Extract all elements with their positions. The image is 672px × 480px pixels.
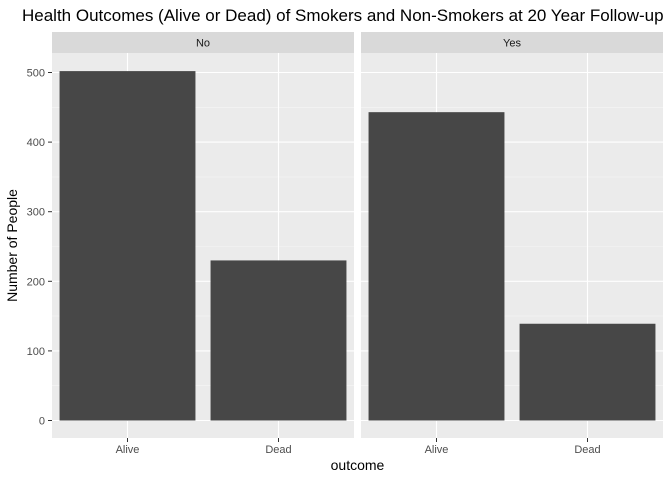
facet-strip [361,32,663,53]
panels-layer: No Yes [52,32,663,438]
facet-strip-label: No [196,38,210,50]
y-tick-label: 0 [39,416,45,428]
x-tick-label: Alive [116,444,140,456]
bar-no-alive [59,71,196,421]
bar-no-dead [210,260,347,421]
x-tick-label: Alive [425,444,449,456]
facet-panel-yes: Yes [361,32,663,438]
bar-yes-dead [519,323,656,421]
x-axis: Alive Dead Alive Dead [116,438,601,456]
x-tick-label: Dead [574,444,600,456]
bar-yes-alive [368,112,505,421]
y-tick-label: 300 [27,207,45,219]
y-tick-label: 100 [27,346,45,358]
facet-panel-no: No [52,32,354,438]
x-axis-title: outcome [331,457,385,473]
y-tick-label: 400 [27,137,45,149]
facet-strip [52,32,354,53]
chart-title: Health Outcomes (Alive or Dead) of Smoke… [22,6,664,25]
x-tick-label: Dead [265,444,291,456]
facet-strip-label: Yes [503,38,521,50]
y-tick-label: 200 [27,276,45,288]
y-axis-title: Number of People [4,189,20,302]
y-axis: 0 100 200 300 400 500 [27,68,52,428]
y-tick-label: 500 [27,68,45,80]
